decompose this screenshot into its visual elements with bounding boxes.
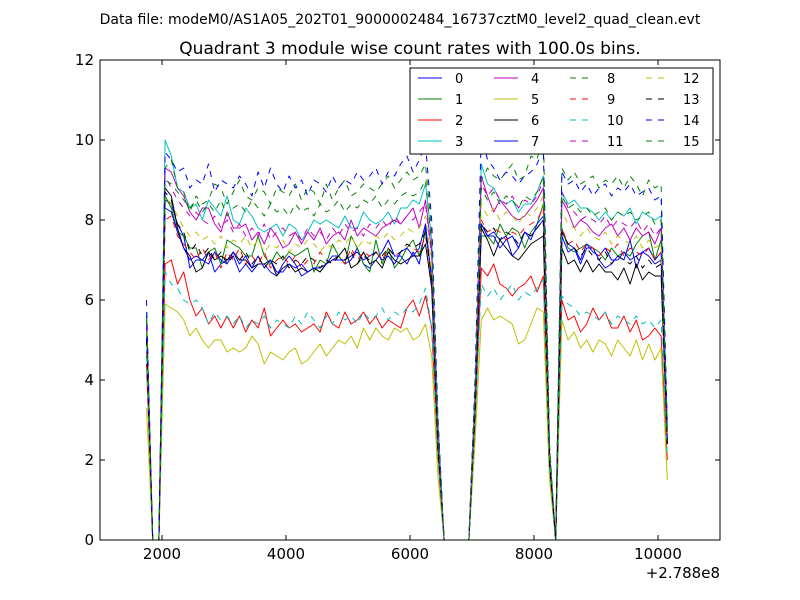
y-tick-label: 4: [84, 371, 94, 389]
series-line-11: [146, 175, 668, 540]
series-line-13: [146, 191, 668, 540]
legend-label-0: 0: [455, 72, 463, 87]
legend-label-8: 8: [607, 72, 615, 87]
y-tick-label: 6: [84, 291, 94, 309]
legend-label-7: 7: [531, 135, 539, 150]
legend-label-1: 1: [455, 93, 463, 108]
legend-label-11: 11: [607, 135, 624, 150]
x-tick-label: 2000: [143, 545, 181, 563]
legend-label-13: 13: [683, 93, 700, 108]
legend-label-3: 3: [455, 135, 463, 150]
series-line-5: [146, 303, 668, 540]
series-layer: [146, 127, 668, 540]
x-tick-label: 8000: [515, 545, 553, 563]
legend-label-15: 15: [683, 135, 700, 150]
chart-title: Quadrant 3 module wise count rates with …: [179, 39, 640, 59]
legend-label-2: 2: [455, 114, 463, 129]
series-line-10: [146, 271, 668, 540]
series-line-7: [146, 207, 668, 540]
series-line-4: [146, 167, 668, 540]
y-tick-label: 2: [84, 451, 94, 469]
data-file-suptitle: Data file: modeM0/AS1A05_202T01_90000024…: [100, 12, 701, 28]
legend-label-14: 14: [683, 114, 700, 129]
y-tick-label: 8: [84, 211, 94, 229]
legend-frame: [409, 67, 714, 155]
legend-label-12: 12: [683, 72, 700, 87]
series-line-3: [146, 139, 668, 540]
y-tick-label: 0: [84, 531, 94, 549]
series-line-14: [146, 131, 668, 540]
series-line-15: [146, 175, 668, 540]
y-tick-label: 10: [75, 131, 94, 149]
x-tick-label: 6000: [391, 545, 429, 563]
legend-label-6: 6: [531, 114, 539, 129]
y-tick-label: 12: [75, 51, 94, 69]
legend-label-10: 10: [607, 114, 624, 129]
x-tick-label: 10000: [634, 545, 682, 563]
x-offset-label: +2.788e8: [646, 564, 720, 582]
series-line-8: [146, 127, 668, 540]
series-line-12: [146, 195, 668, 540]
x-tick-label: 4000: [267, 545, 305, 563]
legend-label-5: 5: [531, 93, 539, 108]
legend-label-9: 9: [607, 93, 615, 108]
legend-label-4: 4: [531, 72, 539, 87]
